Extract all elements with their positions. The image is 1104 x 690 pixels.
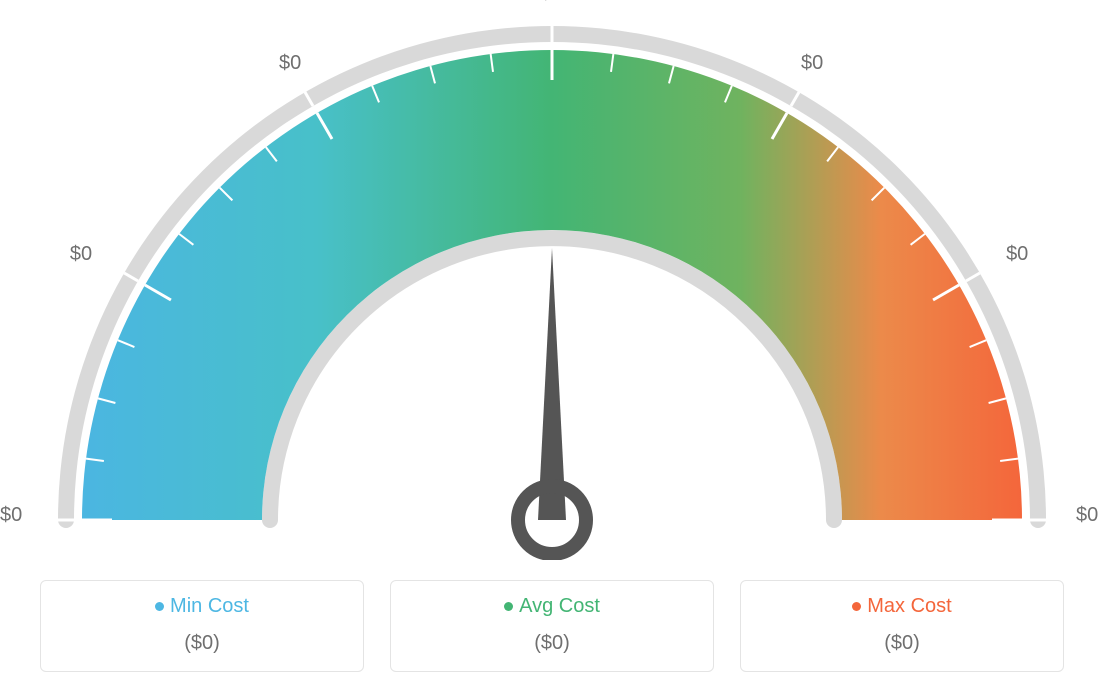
gauge-tick-label: $0 [540,0,562,5]
legend-value: ($0) [401,632,703,655]
legend-value: ($0) [751,632,1053,655]
gauge-tick-label: $0 [801,52,823,75]
legend-title: Max Cost [852,595,951,618]
legend-label: Min Cost [170,595,249,618]
gauge-tick-label: $0 [0,504,22,527]
legend-dot-icon [852,602,861,611]
legend-card-min: Min Cost ($0) [40,580,364,672]
gauge-svg [22,0,1082,560]
legend-title: Min Cost [155,595,249,618]
gauge-tick-label: $0 [1076,504,1098,527]
legend-label: Max Cost [867,595,951,618]
gauge-tick-label: $0 [279,52,301,75]
legend-card-avg: Avg Cost ($0) [390,580,714,672]
legend-value: ($0) [51,632,353,655]
legend-dot-icon [504,602,513,611]
gauge-chart: $0$0$0$0$0$0$0 [22,0,1082,560]
legend-card-max: Max Cost ($0) [740,580,1064,672]
legend-label: Avg Cost [519,595,600,618]
legend-row: Min Cost ($0) Avg Cost ($0) Max Cost ($0) [40,580,1064,672]
legend-title: Avg Cost [504,595,600,618]
gauge-tick-label: $0 [70,243,92,266]
legend-dot-icon [155,602,164,611]
gauge-tick-label: $0 [1006,243,1028,266]
